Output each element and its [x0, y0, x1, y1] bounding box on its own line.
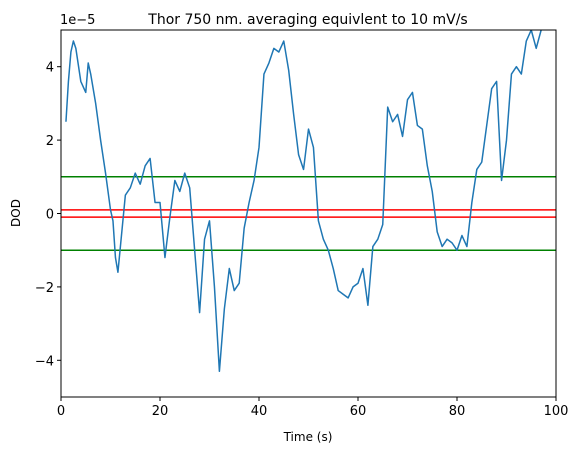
x-axis-label: Time (s)	[283, 430, 333, 444]
x-tick-label: 0	[57, 404, 65, 419]
x-axis: 0 20 40 60 80 100	[57, 397, 569, 419]
y-offset-text: 1e−5	[60, 13, 95, 28]
y-tick-label: 4	[46, 61, 54, 76]
y-tick-label: 0	[46, 208, 54, 223]
y-tick-label: −2	[35, 281, 54, 296]
y-axis: −4 −2 0 2 4	[35, 61, 61, 369]
x-tick-label: 60	[350, 404, 367, 419]
y-tick-label: −4	[35, 354, 54, 369]
y-axis-label: DOD	[9, 199, 23, 227]
x-tick-label: 100	[544, 404, 569, 419]
x-tick-label: 40	[251, 404, 268, 419]
chart-title: Thor 750 nm. averaging equivlent to 10 m…	[147, 12, 467, 28]
series-line-0	[65, 30, 542, 373]
series-group	[65, 30, 542, 373]
y-tick-label: 2	[46, 134, 54, 149]
x-tick-label: 20	[152, 404, 169, 419]
x-tick-label: 80	[449, 404, 466, 419]
reference-lines	[61, 176, 556, 251]
